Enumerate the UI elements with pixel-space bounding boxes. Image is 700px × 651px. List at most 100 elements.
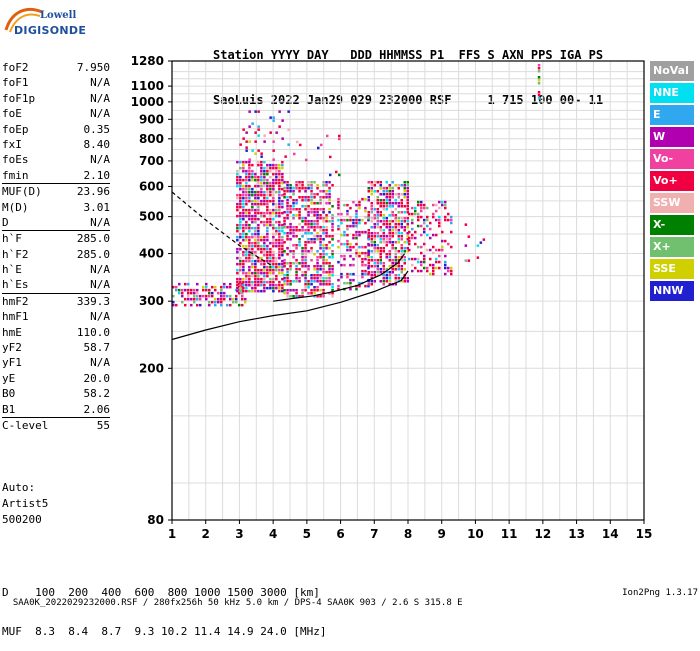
echo-point xyxy=(257,205,260,209)
echo-point xyxy=(391,226,394,229)
echo-point xyxy=(307,226,310,229)
echo-point xyxy=(304,220,307,223)
echo-point xyxy=(272,196,275,200)
echo-point xyxy=(241,291,244,295)
echo-point xyxy=(322,247,325,250)
echo-point xyxy=(239,289,242,293)
echo-point xyxy=(328,277,331,280)
echo-point xyxy=(278,265,281,269)
echo-point xyxy=(242,259,245,263)
echo-point xyxy=(367,262,370,265)
echo-point xyxy=(391,196,394,199)
echo-point xyxy=(298,241,301,244)
echo-point xyxy=(423,203,426,207)
echo-point xyxy=(358,200,361,204)
echo-point xyxy=(304,283,307,286)
echo-point xyxy=(257,202,260,206)
echo-point xyxy=(266,181,269,185)
echo-point xyxy=(298,238,301,241)
echo-point xyxy=(211,294,214,298)
echo-point xyxy=(349,263,352,267)
echo-point xyxy=(313,253,316,256)
echo-point xyxy=(432,269,435,273)
echo-point xyxy=(388,190,391,193)
echo-point xyxy=(263,223,266,227)
echo-point xyxy=(322,265,325,268)
echo-point xyxy=(248,208,251,212)
muf-frequency-row: MUF 8.3 8.4 8.7 9.3 10.2 11.4 14.9 24.0 … xyxy=(2,625,327,638)
echo-point xyxy=(479,241,483,244)
echo-point xyxy=(275,166,278,170)
echo-point xyxy=(367,250,370,253)
echo-point xyxy=(417,218,420,222)
echo-point xyxy=(310,190,313,193)
echo-point xyxy=(328,181,331,184)
echo-point xyxy=(260,256,263,260)
echo-point xyxy=(322,211,325,214)
echo-point xyxy=(304,271,307,274)
echo-point xyxy=(403,193,406,196)
echo-point xyxy=(382,277,385,280)
echo-point xyxy=(260,202,263,206)
echo-point xyxy=(355,209,358,213)
param-value: 2.06 xyxy=(83,402,111,416)
param-label: D xyxy=(2,215,9,229)
echo-point xyxy=(260,250,263,254)
echo-point xyxy=(272,116,275,119)
echo-point xyxy=(391,268,394,271)
echo-point xyxy=(301,226,304,229)
echo-point xyxy=(343,242,346,246)
param-value: N/A xyxy=(90,310,110,324)
echo-point xyxy=(278,271,281,275)
echo-point xyxy=(275,205,278,209)
echo-point xyxy=(263,134,266,137)
echo-point xyxy=(328,220,331,223)
echo-point xyxy=(337,197,340,201)
echo-point xyxy=(307,232,310,235)
echo-point xyxy=(236,235,239,239)
echo-point xyxy=(257,247,260,251)
echo-point xyxy=(242,202,245,206)
echo-point xyxy=(394,229,397,232)
echo-point xyxy=(331,205,334,208)
echo-point xyxy=(420,203,423,207)
echo-point xyxy=(388,265,391,268)
echo-point xyxy=(328,256,331,259)
echo-point xyxy=(289,265,292,268)
echo-point xyxy=(373,241,376,244)
echo-point xyxy=(260,187,263,191)
echo-point xyxy=(325,262,328,265)
echo-point xyxy=(242,223,245,227)
echo-point xyxy=(328,268,331,271)
echo-point xyxy=(385,220,388,223)
echo-point xyxy=(292,214,295,217)
echo-point xyxy=(248,283,251,287)
echo-point xyxy=(217,297,220,301)
echo-point xyxy=(376,259,379,262)
echo-point xyxy=(358,218,361,222)
echo-point xyxy=(337,245,340,249)
echo-point xyxy=(239,259,242,263)
param-value: 339.3 xyxy=(76,294,110,308)
echo-point xyxy=(260,184,263,188)
echo-point xyxy=(245,169,248,173)
echo-point xyxy=(349,224,352,228)
y-tick-label: 700 xyxy=(139,154,164,168)
echo-point xyxy=(283,211,286,214)
echo-point xyxy=(444,215,447,219)
echo-point xyxy=(352,263,355,267)
echo-point xyxy=(476,256,480,259)
echo-point xyxy=(426,215,429,219)
echo-point xyxy=(420,209,423,213)
echo-point xyxy=(272,262,275,266)
echo-point xyxy=(275,220,278,224)
echo-point xyxy=(292,229,295,232)
echo-point xyxy=(236,226,239,230)
echo-point xyxy=(307,205,310,208)
echo-point xyxy=(417,224,420,228)
echo-point xyxy=(444,218,447,222)
echo-point xyxy=(382,262,385,265)
echo-point xyxy=(385,193,388,196)
param-row: fmin 2.10 xyxy=(2,168,110,183)
echo-point xyxy=(283,274,286,277)
